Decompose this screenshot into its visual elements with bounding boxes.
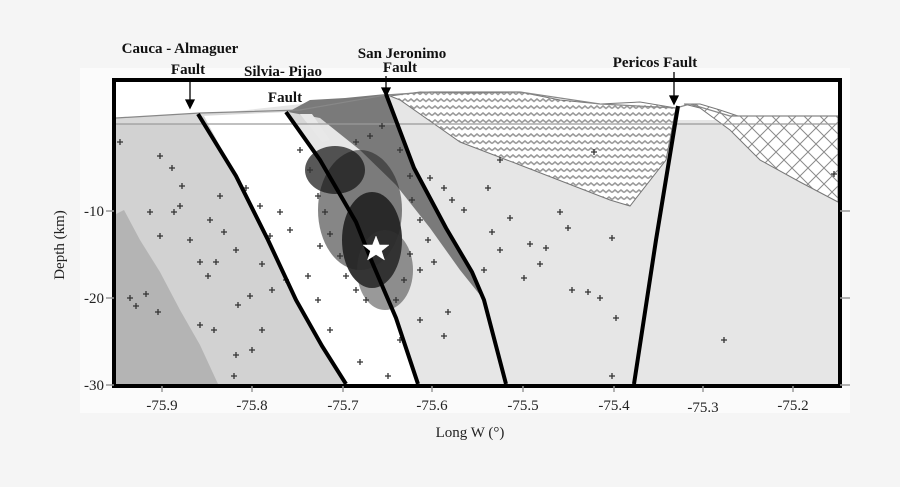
unit-west-deep [116,210,218,384]
cauca-almaguer-label-line2: Fault [171,62,205,78]
x-tick-label: -75.5 [507,398,538,414]
x-tick-label: -75.3 [687,400,718,416]
cauca-almaguer-fault-line [196,112,348,384]
plot-frame [112,78,842,388]
fault-arrows [184,72,680,110]
y-axis-left-ticks [106,210,114,386]
x-tick-label: -75.6 [416,398,448,414]
geologic-units [116,82,838,384]
x-tick-label: -75.9 [146,398,177,414]
silvia-pijao-label: Silvia- Pijao [244,64,322,80]
fault-lines [196,93,680,384]
y-axis-title: Depth (km) [52,210,68,280]
unit-cross-hatch [683,103,838,203]
san-jeronimo-fault-line [384,93,508,384]
x-tick-label: -75.2 [777,398,808,414]
cauca-almaguer-label: Cauca - Almaguer [122,41,239,57]
san-jeronimo-label: San Jeronimo [358,46,446,62]
y-tick-label: -30 [84,378,104,394]
x-axis-ticks [161,386,794,392]
x-axis-title: Long W (°) [436,425,505,441]
y-axis-right-ticks [840,210,850,386]
san-jeronimo-label-line2: Fault [383,60,417,76]
y-tick-label: -10 [84,204,104,220]
x-tick-label: -75.7 [327,398,359,414]
mainshock-star-icon [362,235,390,261]
pericos-fault-line [632,105,680,384]
x-tick-label: -75.8 [236,398,267,414]
silvia-pijao-fault-line [284,110,420,384]
y-tick-label: -20 [84,291,104,307]
pericos-label: Pericos Fault [613,55,698,71]
silvia-pijao-label-line2: Fault [268,90,302,106]
x-tick-label: -75.4 [598,398,630,414]
unit-central-white [200,112,418,384]
